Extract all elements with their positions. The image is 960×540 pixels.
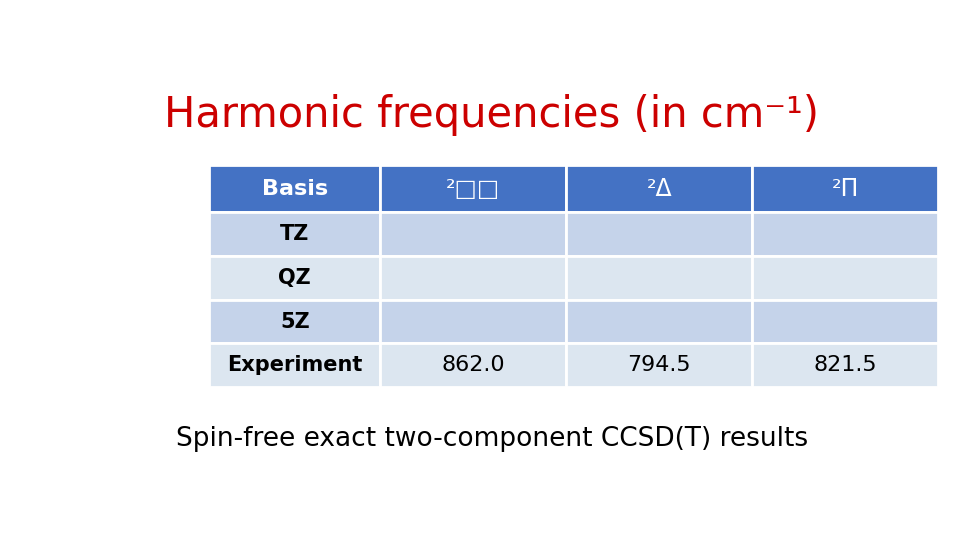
Text: TZ: TZ bbox=[280, 224, 309, 244]
Text: 821.5: 821.5 bbox=[813, 355, 877, 375]
FancyBboxPatch shape bbox=[753, 343, 939, 387]
FancyBboxPatch shape bbox=[753, 212, 939, 256]
FancyBboxPatch shape bbox=[753, 256, 939, 300]
Text: ²Δ: ²Δ bbox=[647, 177, 672, 200]
Text: 5Z: 5Z bbox=[280, 312, 310, 332]
Text: Experiment: Experiment bbox=[228, 355, 363, 375]
FancyBboxPatch shape bbox=[380, 256, 566, 300]
FancyBboxPatch shape bbox=[566, 343, 753, 387]
Text: ²Π: ²Π bbox=[831, 177, 859, 200]
Text: QZ: QZ bbox=[278, 268, 311, 288]
Text: Spin-free exact two-component CCSD(T) results: Spin-free exact two-component CCSD(T) re… bbox=[176, 426, 808, 452]
FancyBboxPatch shape bbox=[209, 343, 380, 387]
Text: 862.0: 862.0 bbox=[442, 355, 505, 375]
FancyBboxPatch shape bbox=[380, 165, 566, 212]
FancyBboxPatch shape bbox=[209, 165, 380, 212]
Text: 794.5: 794.5 bbox=[628, 355, 691, 375]
Text: Basis: Basis bbox=[262, 179, 328, 199]
FancyBboxPatch shape bbox=[380, 212, 566, 256]
FancyBboxPatch shape bbox=[753, 165, 939, 212]
Text: ²□□: ²□□ bbox=[446, 177, 500, 200]
FancyBboxPatch shape bbox=[753, 300, 939, 343]
FancyBboxPatch shape bbox=[566, 165, 753, 212]
FancyBboxPatch shape bbox=[566, 212, 753, 256]
FancyBboxPatch shape bbox=[209, 212, 380, 256]
FancyBboxPatch shape bbox=[566, 256, 753, 300]
FancyBboxPatch shape bbox=[566, 300, 753, 343]
FancyBboxPatch shape bbox=[380, 300, 566, 343]
FancyBboxPatch shape bbox=[209, 300, 380, 343]
FancyBboxPatch shape bbox=[380, 343, 566, 387]
FancyBboxPatch shape bbox=[209, 256, 380, 300]
Text: Harmonic frequencies (in cm⁻¹): Harmonic frequencies (in cm⁻¹) bbox=[164, 94, 820, 136]
